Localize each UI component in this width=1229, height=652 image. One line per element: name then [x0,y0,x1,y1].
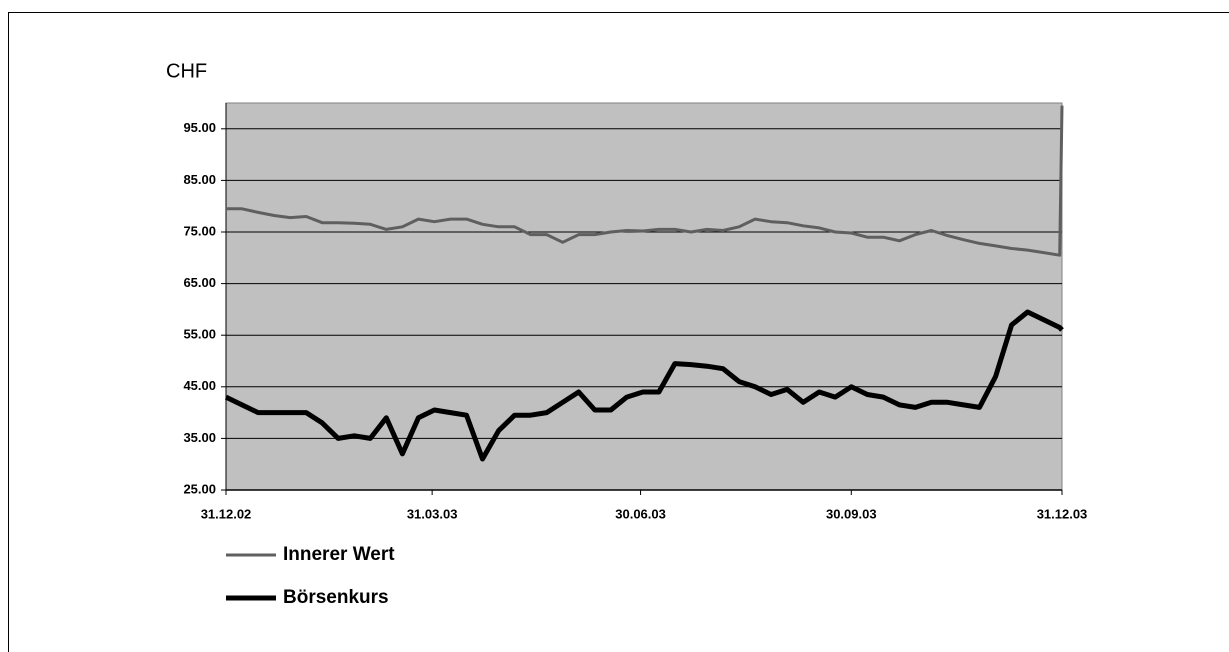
x-tick-label: 30.09.03 [826,506,877,521]
series-line [226,105,1064,257]
y-tick-label: 55.00 [183,327,216,342]
y-axis-label: CHF [166,60,207,82]
y-tick-label: 25.00 [183,481,216,496]
x-tick-label: 31.03.03 [407,506,458,521]
legend-label: Börsenkurs [283,587,389,608]
frame [8,12,1229,652]
series-line [224,309,1064,462]
x-tick-label: 31.12.03 [1037,506,1088,521]
x-tick-label: 30.06.03 [615,506,666,521]
y-tick-label: 85.00 [183,172,216,187]
x-tick-label: 31.12.02 [201,506,252,521]
plot-area [225,102,1063,491]
y-tick-label: 65.00 [183,275,216,290]
y-tick-label: 75.00 [183,223,216,238]
y-tick-label: 95.00 [183,120,216,135]
y-tick-label: 35.00 [183,430,216,445]
y-tick-label: 45.00 [183,378,216,393]
legend-label: Innerer Wert [283,544,395,565]
